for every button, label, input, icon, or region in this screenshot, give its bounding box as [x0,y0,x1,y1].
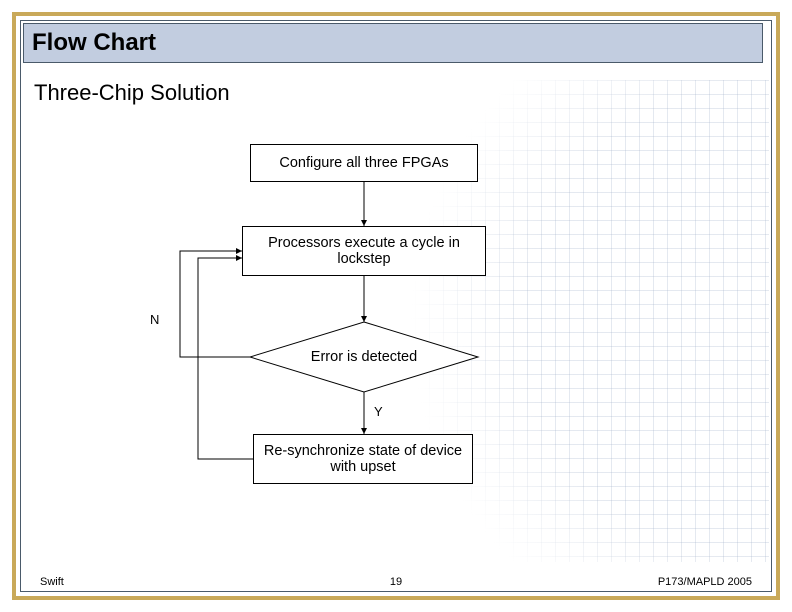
flow-node-label: Configure all three FPGAs [279,155,448,171]
edge-n3-n2-no [180,251,250,357]
edge-label-no: N [150,312,159,327]
flowchart: Configure all three FPGAs Processors exe… [150,136,550,546]
page-title: Flow Chart [32,29,156,57]
edge-n4-n2 [198,258,253,459]
flow-node-label: Re-synchronize state of device with upse… [262,443,464,475]
flow-node-resync: Re-synchronize state of device with upse… [253,434,473,484]
flow-node-execute: Processors execute a cycle in lockstep [242,226,486,276]
slide: Flow Chart Three-Chip Solution Configure… [0,0,792,612]
flow-node-label: Processors execute a cycle in lockstep [251,235,477,267]
footer-right: P173/MAPLD 2005 [658,576,752,588]
title-bar: Flow Chart [23,23,763,63]
flow-node-label: Error is detected [311,349,417,365]
edge-label-yes: Y [374,404,383,419]
flow-node-decision: Error is detected [250,322,478,392]
flow-node-configure: Configure all three FPGAs [250,144,478,182]
subtitle: Three-Chip Solution [34,80,230,106]
